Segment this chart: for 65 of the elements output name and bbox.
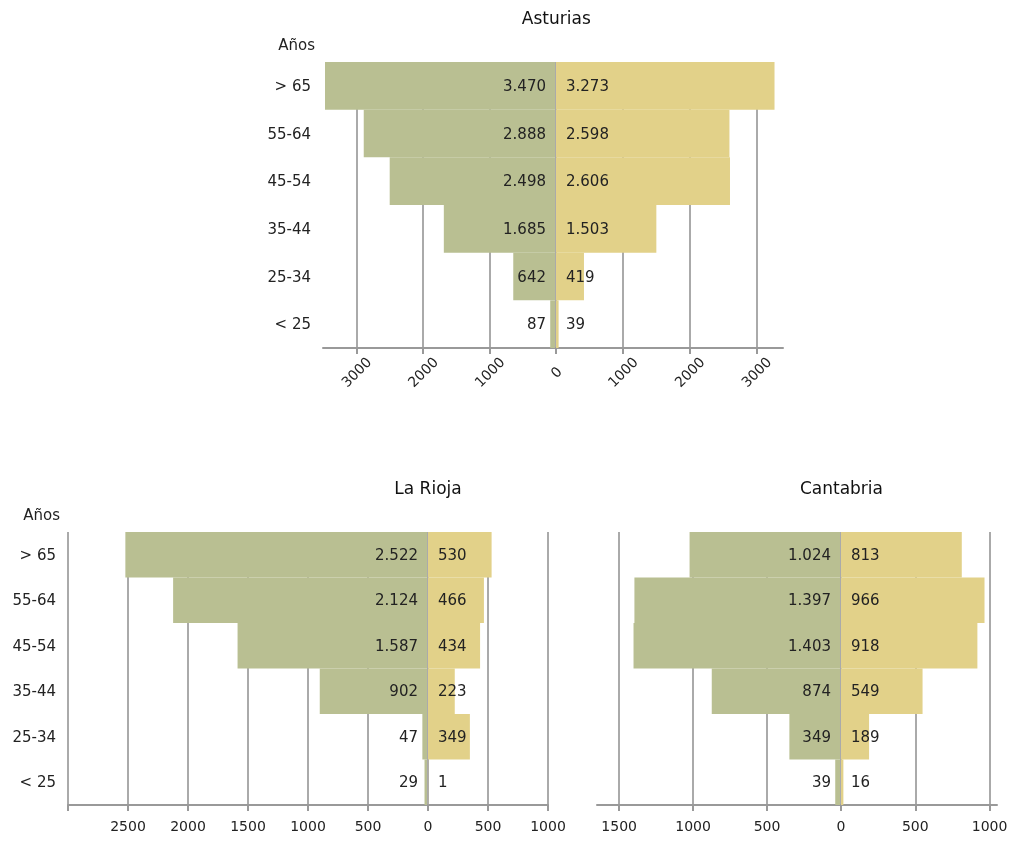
y-tick-label: < 25	[274, 315, 311, 334]
data-label: 1.024	[788, 545, 831, 564]
x-tick-label: 500	[753, 818, 781, 834]
data-label: 16	[851, 773, 871, 792]
data-label: 349	[438, 727, 467, 746]
y-tick-label: 45-54	[12, 636, 56, 655]
data-label: 39	[811, 773, 831, 792]
y-axis-title: Años	[23, 505, 61, 524]
data-label: 349	[802, 727, 831, 746]
y-tick-label: > 65	[274, 76, 311, 95]
x-tick-label: 1000	[972, 818, 1008, 834]
chart-title: La Rioja	[394, 478, 462, 498]
data-label: 642	[517, 267, 546, 286]
y-tick-label: 25-34	[12, 727, 56, 746]
y-tick-label: 25-34	[267, 267, 311, 286]
data-label: 1.397	[788, 591, 831, 610]
data-label: 3.273	[566, 76, 610, 95]
data-label: 1.685	[503, 219, 546, 238]
x-tick-label: 1000	[675, 818, 711, 834]
data-label: 966	[851, 591, 881, 610]
y-axis-title: Años	[278, 35, 316, 54]
y-tick-label: < 25	[19, 773, 56, 792]
x-tick-label: 0	[547, 363, 566, 381]
x-tick-label: 2000	[170, 818, 206, 834]
y-tick-label: 45-54	[267, 172, 311, 191]
x-tick-label: 0	[423, 818, 433, 834]
x-tick-label: 2500	[110, 818, 146, 834]
data-label: 47	[398, 727, 418, 746]
data-label: 2.522	[375, 545, 418, 564]
x-tick-label: 500	[902, 818, 930, 834]
data-label: 2.498	[503, 172, 546, 191]
data-label: 1.587	[375, 636, 418, 655]
data-label: 87	[526, 315, 546, 334]
x-tick-label: 1000	[530, 818, 566, 834]
data-label: 39	[566, 315, 586, 334]
chart-title: Asturias	[521, 8, 591, 28]
x-tick-label: 500	[474, 818, 502, 834]
data-label: 874	[802, 682, 831, 701]
chart-title: Cantabria	[799, 478, 883, 498]
data-label: 1.403	[788, 636, 831, 655]
y-tick-label: 35-44	[267, 219, 311, 238]
data-label: 1.503	[566, 219, 610, 238]
x-tick-label: 0	[836, 818, 846, 834]
y-tick-label: 55-64	[12, 591, 56, 610]
data-label: 902	[389, 682, 418, 701]
x-tick-label: 1500	[230, 818, 266, 834]
data-label: 813	[851, 545, 881, 564]
x-tick-label: 500	[354, 818, 382, 834]
data-label: 530	[438, 545, 467, 564]
data-label: 3.470	[503, 76, 546, 95]
data-label: 434	[438, 636, 467, 655]
x-tick-label: 1000	[290, 818, 326, 834]
y-tick-label: 35-44	[12, 682, 56, 701]
data-label: 2.598	[566, 124, 610, 143]
data-label: 2.888	[503, 124, 546, 143]
x-tick-label: 1500	[601, 818, 637, 834]
data-label: 2.124	[375, 591, 418, 610]
data-label: 1	[438, 773, 448, 792]
data-label: 2.606	[566, 172, 610, 191]
data-label: 918	[851, 636, 881, 655]
data-label: 29	[398, 773, 418, 792]
y-tick-label: > 65	[19, 545, 56, 564]
data-label: 466	[438, 591, 467, 610]
y-tick-label: 55-64	[267, 124, 311, 143]
data-label: 549	[851, 682, 881, 701]
